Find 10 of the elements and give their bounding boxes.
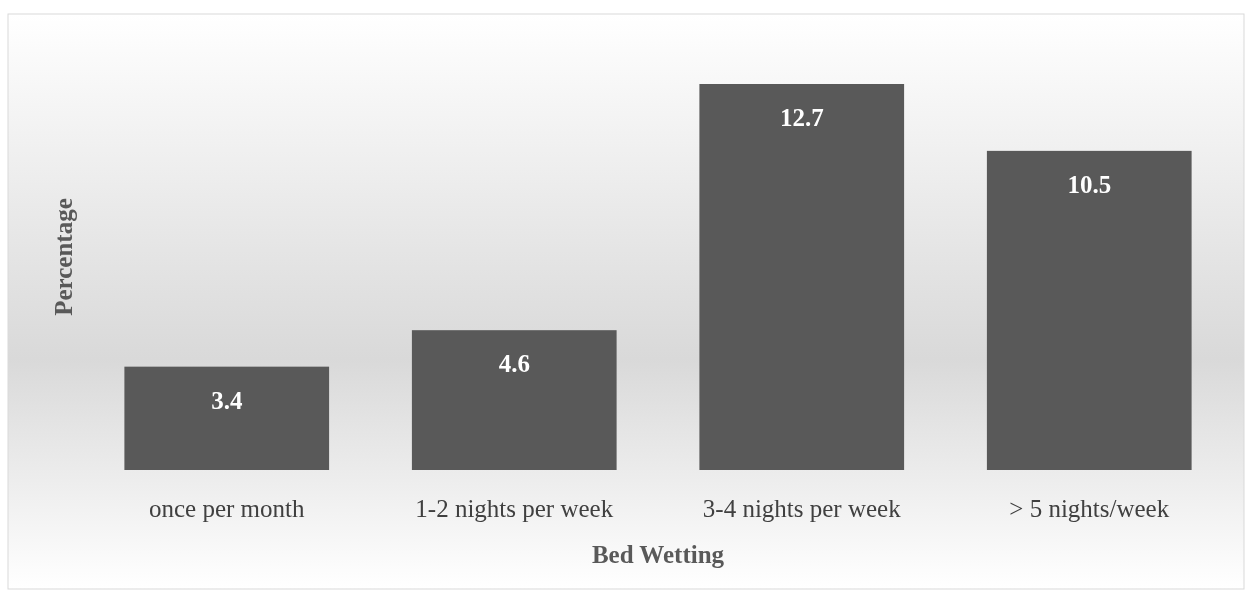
data-label: 4.6: [498, 350, 530, 378]
x-tick-label: > 5 nights/week: [1009, 495, 1170, 522]
x-tick-label: once per month: [148, 495, 305, 522]
x-tick-label: 3-4 nights per week: [702, 495, 902, 522]
data-label: 3.4: [211, 386, 243, 414]
y-axis-title: Percentage: [50, 198, 77, 316]
x-tick-label: 1-2 nights per week: [415, 495, 614, 522]
x-axis-title: Bed Wetting: [591, 541, 725, 568]
data-label: 12.7: [779, 104, 824, 131]
data-label: 10.5: [1067, 170, 1112, 198]
